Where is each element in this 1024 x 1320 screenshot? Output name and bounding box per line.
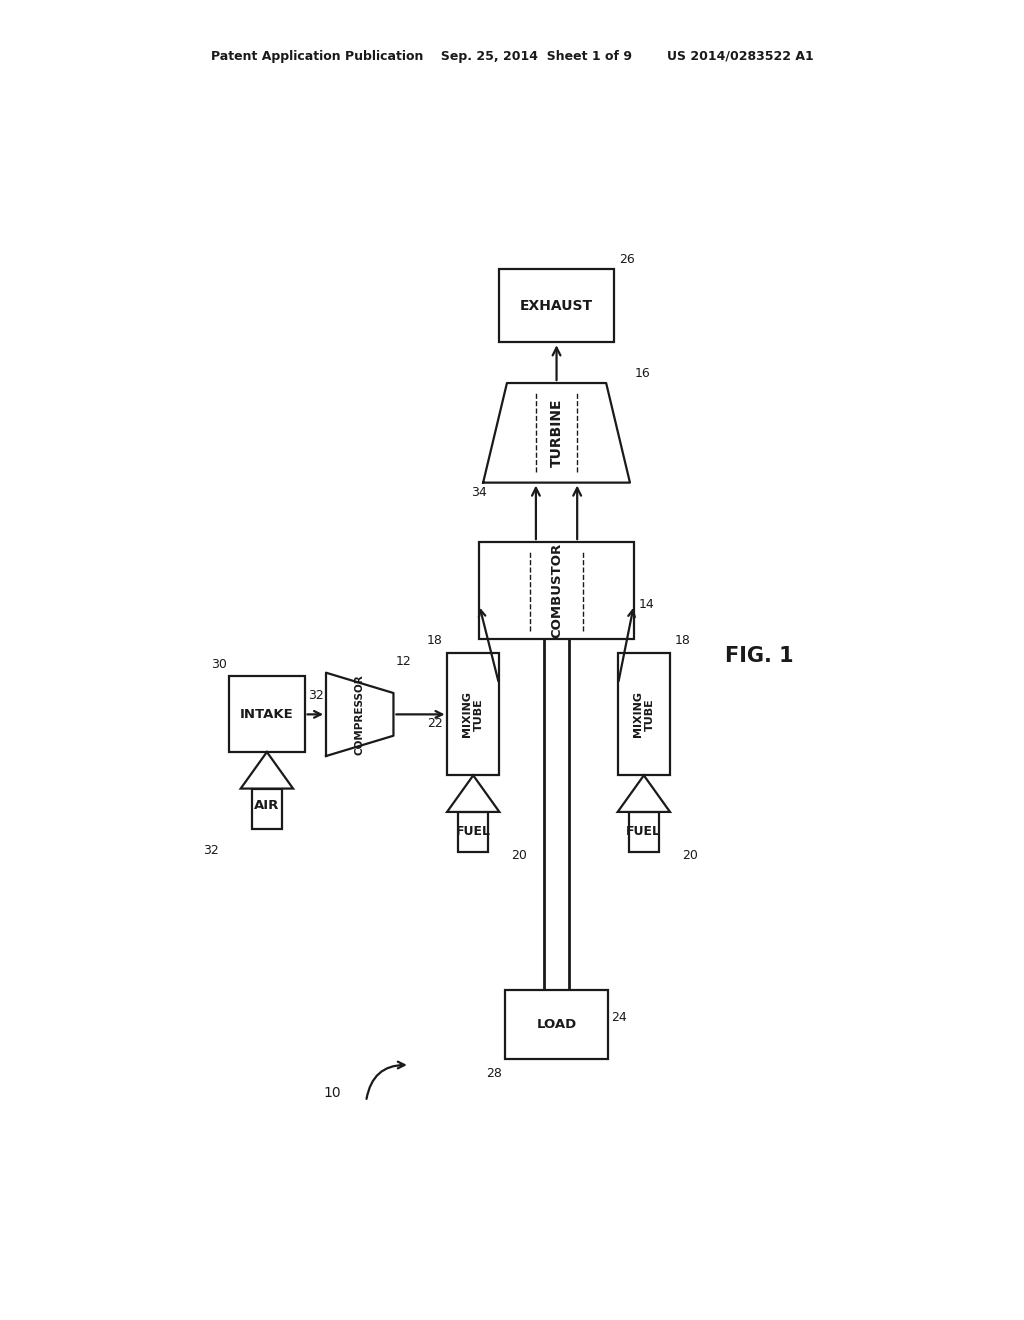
- Bar: [479, 543, 634, 639]
- Text: 30: 30: [211, 659, 226, 671]
- Text: 32: 32: [308, 689, 324, 702]
- Bar: [505, 990, 608, 1059]
- Text: 32: 32: [204, 845, 219, 858]
- Polygon shape: [326, 673, 393, 756]
- Bar: [499, 269, 614, 342]
- Text: 22: 22: [427, 717, 442, 730]
- Bar: [229, 676, 304, 752]
- Text: COMPRESSOR: COMPRESSOR: [354, 675, 365, 755]
- Text: 12: 12: [396, 655, 412, 668]
- Text: FUEL: FUEL: [627, 825, 662, 838]
- Text: 24: 24: [611, 1011, 627, 1024]
- Text: AIR: AIR: [254, 800, 280, 812]
- Text: 16: 16: [635, 367, 650, 380]
- Bar: [618, 653, 670, 775]
- Text: TURBINE: TURBINE: [550, 399, 563, 467]
- Text: MIXING
TUBE: MIXING TUBE: [463, 692, 484, 738]
- Text: 14: 14: [639, 598, 654, 611]
- Bar: [458, 812, 488, 851]
- Text: MIXING
TUBE: MIXING TUBE: [633, 692, 654, 738]
- Text: EXHAUST: EXHAUST: [520, 298, 593, 313]
- Polygon shape: [447, 775, 500, 812]
- Text: 28: 28: [486, 1067, 502, 1080]
- Text: 18: 18: [427, 635, 442, 647]
- Text: FUEL: FUEL: [456, 825, 490, 838]
- Text: Patent Application Publication    Sep. 25, 2014  Sheet 1 of 9        US 2014/028: Patent Application Publication Sep. 25, …: [211, 50, 813, 63]
- Text: LOAD: LOAD: [537, 1018, 577, 1031]
- Text: 10: 10: [324, 1086, 342, 1101]
- Text: 20: 20: [682, 849, 697, 862]
- Text: FIG. 1: FIG. 1: [725, 647, 794, 667]
- Bar: [447, 653, 499, 775]
- Bar: [252, 788, 282, 829]
- Bar: [629, 812, 658, 851]
- Text: 18: 18: [675, 635, 690, 647]
- Text: 26: 26: [618, 253, 635, 267]
- Text: COMBUSTOR: COMBUSTOR: [550, 543, 563, 638]
- Text: 34: 34: [471, 486, 487, 499]
- Text: 20: 20: [511, 849, 527, 862]
- Polygon shape: [483, 383, 630, 483]
- Polygon shape: [241, 752, 293, 788]
- Text: INTAKE: INTAKE: [240, 708, 294, 721]
- Polygon shape: [617, 775, 670, 812]
